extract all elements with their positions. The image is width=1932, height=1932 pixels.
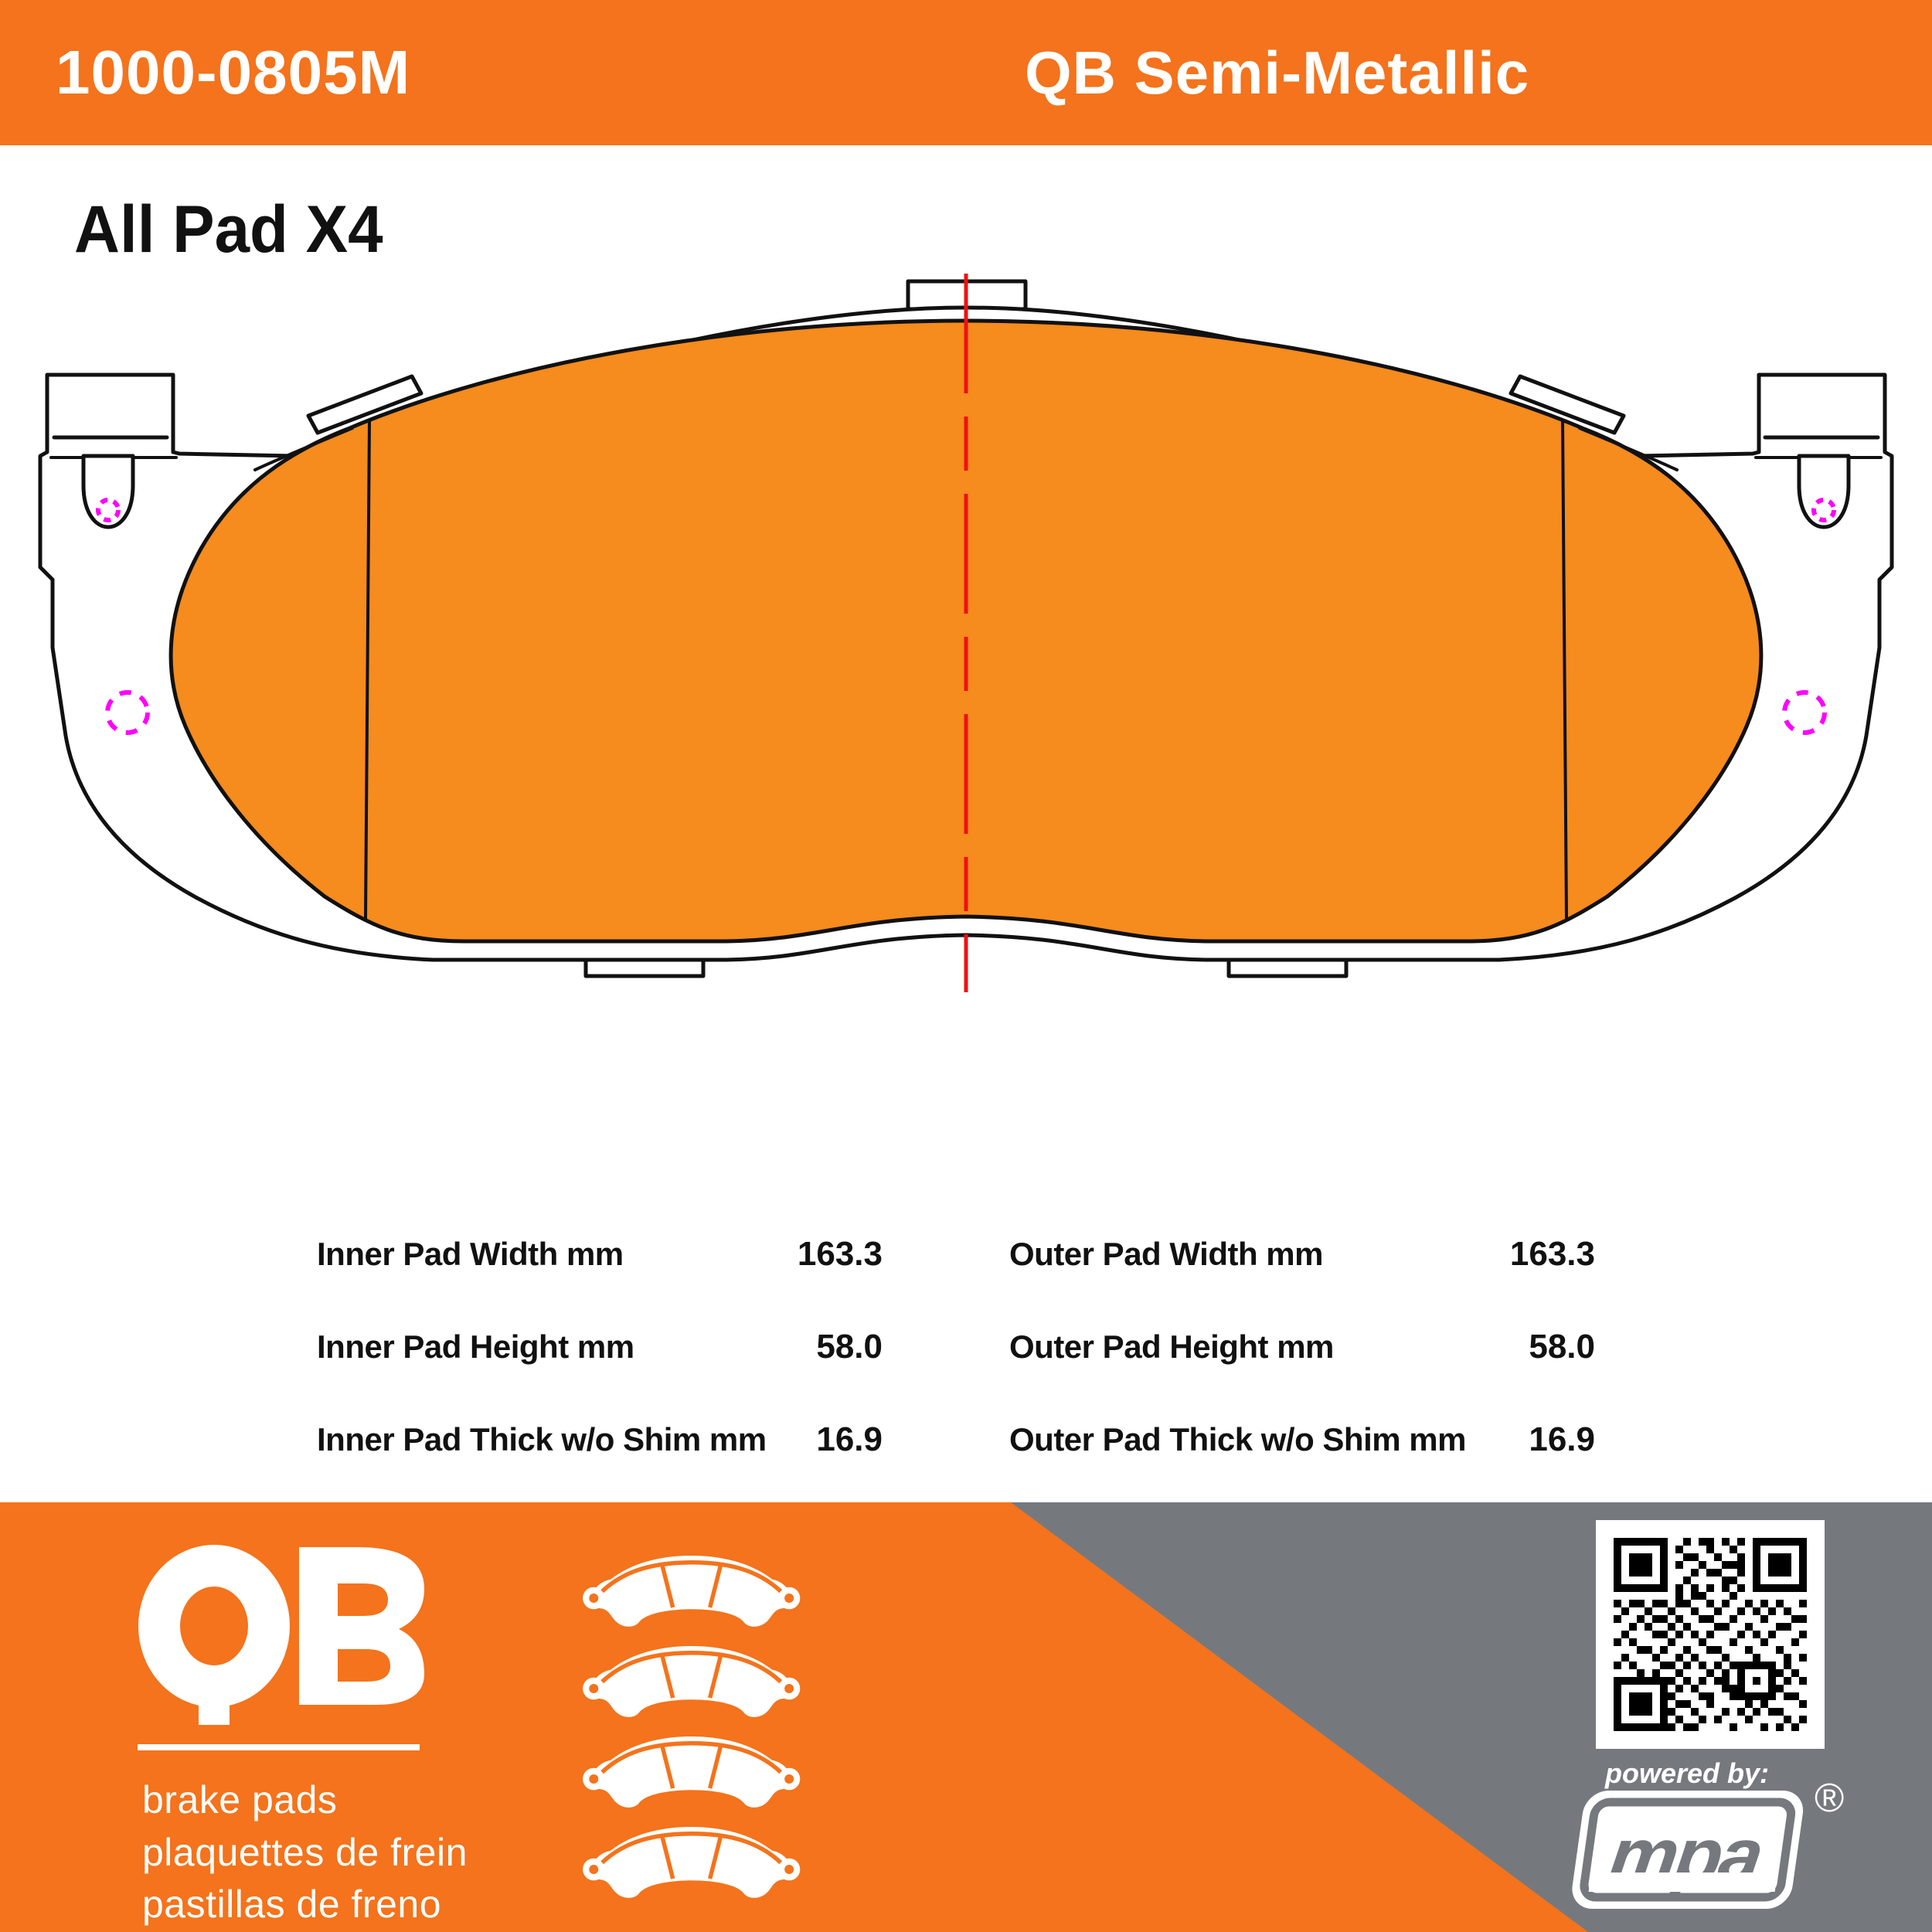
spec-value: 16.9	[816, 1420, 883, 1458]
footer-graphics: mpa ®	[138, 1502, 1932, 1932]
mpa-logo: mpa	[1572, 1791, 1804, 1909]
footer-band: QB	[0, 1502, 1932, 1932]
pad-icon	[583, 1646, 800, 1717]
brake-pad-drawing	[38, 274, 1894, 992]
spec-table-inner-column: Inner Pad Width mm 163.3 Inner Pad Heigh…	[317, 1235, 883, 1513]
qr-code	[1596, 1520, 1825, 1749]
spec-value: 58.0	[1529, 1328, 1595, 1366]
left-chamfer-line	[364, 420, 371, 920]
spec-label: Outer Pad Thick w/o Shim mm	[1009, 1421, 1466, 1458]
bottom-left-tab	[583, 957, 706, 978]
spec-label: Outer Pad Height mm	[1009, 1328, 1334, 1365]
pad-icon	[583, 1736, 800, 1808]
top-right-tab	[1509, 374, 1626, 435]
qb-logo-q-tail	[199, 1669, 230, 1725]
right-chamfer-line	[1561, 420, 1568, 920]
spec-value: 163.3	[797, 1235, 883, 1273]
drawing-label: All Pad X4	[74, 192, 383, 267]
spec-label: Inner Pad Thick w/o Shim mm	[317, 1421, 767, 1458]
powered-by-label: powered by:	[1605, 1757, 1770, 1789]
right-clip-hole-marker	[1811, 498, 1836, 522]
left-clip	[81, 454, 135, 529]
top-left-tab	[306, 374, 423, 435]
spec-table-outer-column: Outer Pad Width mm 163.3 Outer Pad Heigh…	[1009, 1235, 1595, 1513]
qb-logo-q	[138, 1545, 290, 1707]
left-plate-hole-marker	[105, 690, 150, 735]
qb-logo	[138, 1545, 424, 1750]
qb-logo-divider	[138, 1744, 420, 1750]
tagline-es: pastillas de freno	[142, 1883, 442, 1926]
friction-material	[168, 318, 1764, 944]
pad-icon-stack	[583, 1556, 800, 1898]
left-clip-hole-marker	[96, 498, 121, 522]
tagline-fr: plaquettes de frein	[142, 1831, 468, 1874]
spec-value: 163.3	[1509, 1235, 1595, 1273]
product-line-title: QB Semi-Metallic	[1025, 39, 1530, 107]
left-inner-edge	[253, 427, 354, 471]
table-row: Inner Pad Height mm 58.0	[317, 1328, 883, 1366]
pad-icon	[583, 1827, 800, 1898]
table-row: Outer Pad Thick w/o Shim mm 16.9	[1009, 1420, 1595, 1458]
spec-value: 16.9	[1529, 1420, 1595, 1458]
bottom-right-tab	[1226, 957, 1349, 978]
spec-label: Inner Pad Width mm	[317, 1236, 624, 1272]
spec-value: 58.0	[816, 1328, 883, 1366]
registered-mark: ®	[1815, 1776, 1844, 1821]
right-inner-edge	[1578, 427, 1679, 471]
pad-icon	[583, 1556, 800, 1627]
table-row: Inner Pad Width mm 163.3	[317, 1235, 883, 1273]
tagline-en: brake pads	[142, 1778, 338, 1821]
part-number: 1000-0805M	[56, 38, 411, 107]
spec-label: Inner Pad Height mm	[317, 1328, 634, 1365]
spec-label: Outer Pad Width mm	[1009, 1236, 1323, 1272]
table-row: Outer Pad Width mm 163.3	[1009, 1235, 1595, 1273]
table-row: Outer Pad Height mm 58.0	[1009, 1328, 1595, 1366]
qb-logo-b	[299, 1547, 424, 1705]
table-row: Inner Pad Thick w/o Shim mm 16.9	[317, 1420, 883, 1458]
right-clip	[1797, 454, 1851, 529]
right-plate-hole-marker	[1782, 690, 1827, 735]
header-bar: 1000-0805M QB Semi-Metallic	[0, 0, 1932, 145]
